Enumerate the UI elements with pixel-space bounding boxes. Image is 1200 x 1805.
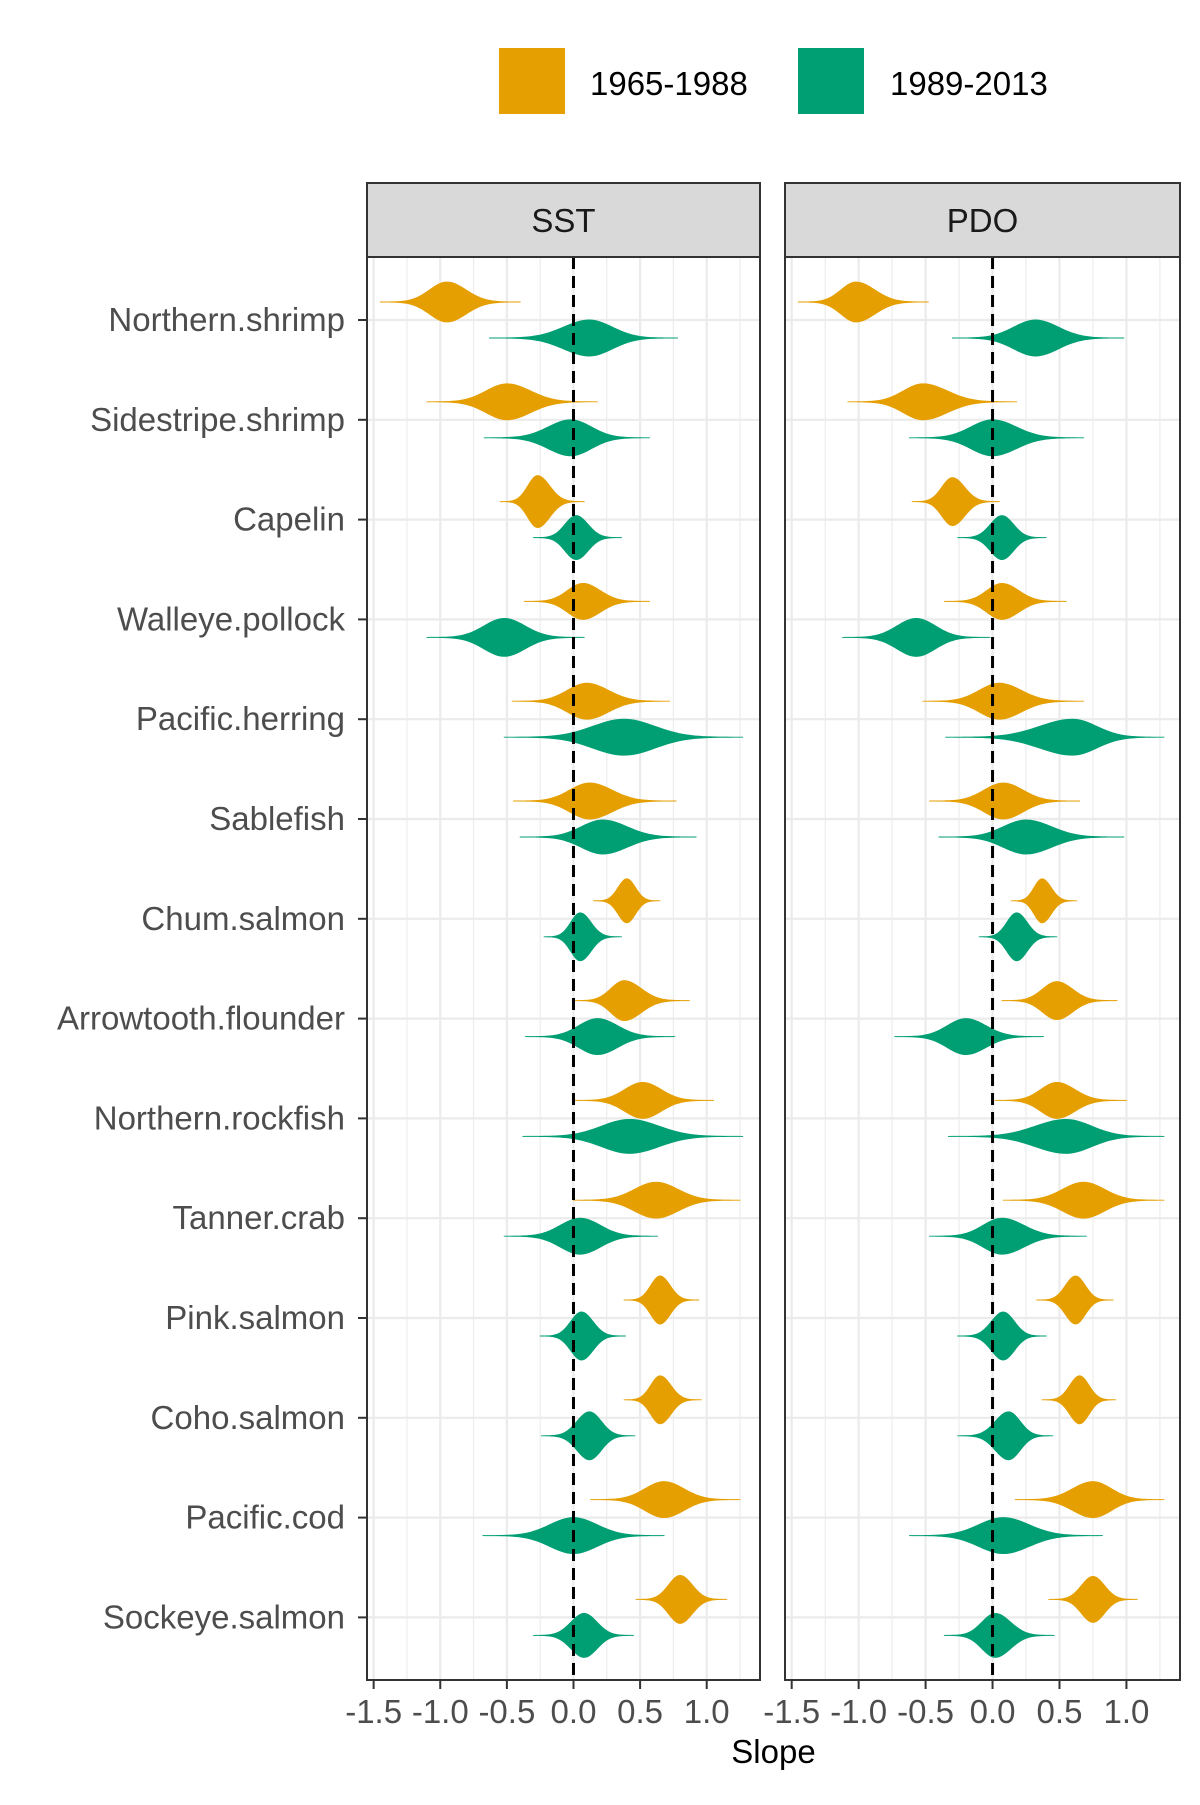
violin-SST-1965-1988-Arrowtooth.flounder: [573, 980, 690, 1022]
y-tick-label-Walleye.pollock: Walleye.pollock: [117, 600, 346, 637]
violin-PDO-1989-2013-Capelin: [957, 515, 1047, 561]
facet-strip-PDO: [784, 182, 1181, 258]
violin-PDO-1989-2013-Walleye.pollock: [842, 617, 991, 657]
violin-SST-1989-2013-Sidestripe.shrimp: [483, 419, 650, 457]
violin-PDO-1989-2013-Arrowtooth.flounder: [894, 1018, 1044, 1056]
violin-SST-1965-1988-Sidestripe.shrimp: [426, 383, 598, 421]
violin-PDO-1965-1988-Arrowtooth.flounder: [1001, 981, 1118, 1021]
panel-border: [784, 256, 1181, 1681]
violin-PDO-1965-1988-Northern.rockfish: [994, 1081, 1127, 1119]
violin-PDO-1989-2013-Sockeye.salmon: [943, 1612, 1055, 1658]
violin-SST-1989-2013-Sablefish: [519, 819, 697, 855]
violin-SST-1989-2013-Pink.salmon: [539, 1311, 626, 1361]
panel-background: [367, 257, 760, 1680]
violin-SST-1989-2013-Chum.salmon: [543, 912, 622, 962]
violin-PDO-1989-2013-Northern.rockfish: [947, 1118, 1165, 1154]
y-tick-label-Pacific.cod: Pacific.cod: [185, 1499, 345, 1536]
panel-border: [366, 256, 761, 1681]
violin-PDO-1989-2013-Sablefish: [938, 819, 1125, 855]
x-tick-label: -0.5: [478, 1693, 535, 1730]
violin-PDO-1965-1988-Sockeye.salmon: [1048, 1575, 1138, 1623]
y-tick-label-Pink.salmon: Pink.salmon: [165, 1299, 345, 1336]
violin-SST-1965-1988-Chum.salmon: [593, 878, 661, 924]
violin-PDO-1965-1988-Pacific.cod: [1014, 1481, 1165, 1519]
violin-SST-1989-2013-Pacific.herring: [503, 718, 744, 756]
violin-SST-1965-1988-Pink.salmon: [623, 1275, 700, 1325]
facet-strip-SST: [366, 182, 761, 258]
violin-SST-1965-1988-Northern.rockfish: [573, 1081, 714, 1119]
y-tick-label-Tanner.crab: Tanner.crab: [173, 1199, 345, 1236]
violin-SST-1965-1988-Tanner.crab: [573, 1181, 741, 1219]
x-axis-title: Slope: [731, 1733, 815, 1770]
x-tick-label: 0.5: [617, 1693, 663, 1730]
violin-SST-1965-1988-Pacific.cod: [590, 1481, 741, 1519]
violin-PDO-1989-2013-Pink.salmon: [957, 1311, 1047, 1361]
x-tick-label: 0.5: [1037, 1693, 1083, 1730]
y-tick-label-Sidestripe.shrimp: Sidestripe.shrimp: [90, 401, 345, 438]
x-tick-label: 1.0: [1104, 1693, 1150, 1730]
y-tick-label-Chum.salmon: Chum.salmon: [141, 900, 345, 937]
violin-PDO-1989-2013-Pacific.herring: [945, 718, 1165, 756]
facet-title-SST: SST: [531, 202, 595, 239]
y-tick-label-Northern.rockfish: Northern.rockfish: [94, 1099, 345, 1136]
x-tick-label: -1.5: [763, 1693, 820, 1730]
violin-SST-1965-1988-Coho.salmon: [623, 1375, 702, 1425]
violin-PDO-1989-2013-Tanner.crab: [929, 1217, 1087, 1255]
legend-label-1965-1988: 1965-1988: [590, 65, 748, 102]
violin-SST-1965-1988-Pacific.herring: [511, 682, 670, 720]
violin-SST-1989-2013-Northern.rockfish: [522, 1118, 744, 1154]
x-tick-label: 1.0: [684, 1693, 730, 1730]
x-tick-label: -1.0: [412, 1693, 469, 1730]
x-tick-label: -0.5: [897, 1693, 954, 1730]
panel-background: [785, 257, 1180, 1680]
y-tick-label-Coho.salmon: Coho.salmon: [151, 1399, 345, 1436]
y-tick-label-Sockeye.salmon: Sockeye.salmon: [103, 1598, 345, 1635]
violin-SST-1989-2013-Northern.shrimp: [489, 319, 678, 357]
violin-PDO-1989-2013-Northern.shrimp: [951, 319, 1125, 357]
violin-PDO-1989-2013-Pacific.cod: [909, 1517, 1103, 1555]
y-tick-label-Northern.shrimp: Northern.shrimp: [108, 301, 345, 338]
violin-PDO-1965-1988-Sidestripe.shrimp: [847, 383, 1018, 421]
violin-PDO-1965-1988-Coho.salmon: [1041, 1375, 1117, 1425]
violin-PDO-1965-1988-Chum.salmon: [1010, 878, 1078, 924]
violin-SST-1965-1988-Sockeye.salmon: [635, 1574, 728, 1624]
violin-PDO-1965-1988-Northern.shrimp: [797, 281, 929, 323]
x-tick-label: 0.0: [551, 1693, 597, 1730]
facet-title-PDO: PDO: [947, 202, 1019, 239]
violin-PDO-1965-1988-Tanner.crab: [1002, 1181, 1165, 1219]
violin-PDO-1965-1988-Pacific.herring: [922, 682, 1085, 720]
violin-SST-1989-2013-Capelin: [533, 515, 622, 561]
violin-PDO-1989-2013-Chum.salmon: [978, 912, 1058, 962]
legend-key-1989-2013: [798, 48, 864, 114]
legend-key-1965-1988: [499, 48, 565, 114]
violin-PDO-1965-1988-Walleye.pollock: [943, 582, 1067, 620]
violin-PDO-1965-1988-Pink.salmon: [1036, 1275, 1114, 1325]
violin-SST-1989-2013-Walleye.pollock: [426, 617, 585, 657]
violin-SST-1989-2013-Sockeye.salmon: [533, 1612, 634, 1658]
x-tick-label: -1.5: [345, 1693, 402, 1730]
y-tick-label-Pacific.herring: Pacific.herring: [136, 700, 345, 737]
legend-label-1989-2013: 1989-2013: [890, 65, 1048, 102]
x-tick-label: -1.0: [830, 1693, 887, 1730]
violin-SST-1965-1988-Walleye.pollock: [523, 582, 650, 620]
violin-SST-1965-1988-Northern.shrimp: [379, 281, 521, 323]
violin-SST-1989-2013-Tanner.crab: [503, 1217, 658, 1255]
violin-PDO-1989-2013-Coho.salmon: [957, 1411, 1054, 1461]
x-tick-label: 0.0: [970, 1693, 1016, 1730]
violin-PDO-1965-1988-Capelin: [911, 477, 1000, 527]
violin-SST-1965-1988-Capelin: [499, 475, 585, 529]
violin-PDO-1989-2013-Sidestripe.shrimp: [909, 419, 1085, 457]
y-tick-label-Capelin: Capelin: [233, 501, 345, 538]
violin-SST-1965-1988-Sablefish: [513, 782, 677, 820]
violin-PDO-1965-1988-Sablefish: [929, 782, 1081, 820]
y-tick-label-Arrowtooth.flounder: Arrowtooth.flounder: [57, 1000, 345, 1037]
y-tick-label-Sablefish: Sablefish: [209, 800, 345, 837]
